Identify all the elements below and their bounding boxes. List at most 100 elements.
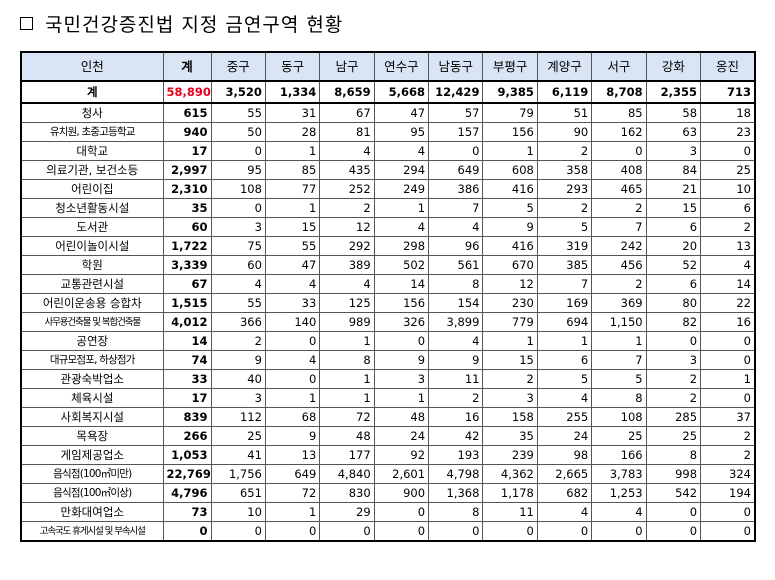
table-cell: 326 [373, 312, 430, 332]
table-cell: 25 [700, 160, 756, 180]
table-cell: 369 [591, 293, 647, 313]
table-cell: 4 [591, 502, 647, 522]
table-cell: 156 [482, 122, 538, 142]
table-cell: 1 [482, 141, 538, 161]
table-cell: 95 [210, 160, 266, 180]
table-cell: 4 [319, 141, 375, 161]
table-row: 공연장 14 2 0 1 0 4 1 1 1 0 0 [20, 331, 756, 351]
table-cell: 1 [319, 369, 375, 389]
table-cell: 319 [536, 236, 593, 256]
row-label: 의료기관, 보건소등 [20, 160, 164, 180]
table-cell: 108 [210, 179, 266, 199]
table-cell: 13 [264, 445, 321, 465]
table-cell: 0 [373, 521, 430, 542]
table-cell: 4,840 [319, 464, 375, 484]
table-cell: 285 [645, 407, 702, 427]
total-cell: 9,385 [482, 80, 538, 104]
table-cell: 35 [482, 426, 538, 446]
table-cell: 0 [700, 388, 756, 408]
table-cell: 74 [162, 350, 212, 370]
column-header: 강화 [645, 51, 702, 82]
table-cell: 17 [162, 388, 212, 408]
table-cell: 3 [210, 217, 266, 237]
table-cell: 1 [319, 388, 375, 408]
table-row: 어린이집 2,310 108 77 252 249 386 416 293 465 21 10 [20, 179, 756, 199]
table-cell: 90 [536, 122, 593, 142]
table-cell: 779 [482, 312, 538, 332]
table-cell: 42 [428, 426, 484, 446]
table-cell: 670 [482, 255, 538, 275]
table-cell: 15 [264, 217, 321, 237]
row-label: 대학교 [20, 141, 164, 161]
table-cell: 20 [645, 236, 702, 256]
row-label: 목욕장 [20, 426, 164, 446]
table-cell: 17 [162, 141, 212, 161]
table-cell: 60 [210, 255, 266, 275]
row-label: 청소년활동시설 [20, 198, 164, 218]
table-cell: 3 [645, 350, 702, 370]
table-cell: 3,783 [591, 464, 647, 484]
table-cell: 389 [319, 255, 375, 275]
table-cell: 5 [536, 369, 593, 389]
table-cell: 2 [700, 445, 756, 465]
table-cell: 4 [210, 274, 266, 294]
table-cell: 4 [264, 350, 321, 370]
table-cell: 85 [591, 102, 647, 123]
table-cell: 1 [536, 331, 593, 351]
table-cell: 1 [264, 141, 321, 161]
table-cell: 15 [645, 198, 702, 218]
table-cell: 0 [645, 331, 702, 351]
total-cell: 3,520 [210, 80, 266, 104]
table-cell: 2 [700, 217, 756, 237]
table-cell: 3,339 [162, 255, 212, 275]
table-cell: 21 [645, 179, 702, 199]
table-cell: 14 [162, 331, 212, 351]
table-cell: 140 [264, 312, 321, 332]
table-cell: 1 [319, 331, 375, 351]
table-cell: 456 [591, 255, 647, 275]
table-cell: 9 [210, 350, 266, 370]
table-row: 체육시설 17 3 1 1 1 2 3 4 8 2 0 [20, 388, 756, 408]
table-cell: 649 [264, 464, 321, 484]
table-row: 청소년활동시설 35 0 1 2 1 7 5 2 2 15 6 [20, 198, 756, 218]
table-cell: 28 [264, 122, 321, 142]
row-label: 학원 [20, 255, 164, 275]
table-cell: 9 [373, 350, 430, 370]
table-cell: 51 [536, 102, 593, 123]
row-label: 어린이집 [20, 179, 164, 199]
table-cell: 55 [210, 293, 266, 313]
table-cell: 4,362 [482, 464, 538, 484]
table-cell: 15 [482, 350, 538, 370]
table-cell: 84 [645, 160, 702, 180]
table-cell: 10 [210, 502, 266, 522]
table-cell: 2,997 [162, 160, 212, 180]
table-cell: 358 [536, 160, 593, 180]
table-cell: 3 [210, 388, 266, 408]
table-cell: 2,665 [536, 464, 593, 484]
column-header: 인천 [20, 51, 164, 82]
table-cell: 649 [428, 160, 484, 180]
table-cell: 4,796 [162, 483, 212, 503]
table-cell: 7 [591, 217, 647, 237]
table-cell: 92 [373, 445, 430, 465]
table-cell: 7 [428, 198, 484, 218]
table-cell: 242 [591, 236, 647, 256]
table-cell: 8 [428, 502, 484, 522]
table-cell: 2 [536, 198, 593, 218]
total-cell: 1,334 [264, 80, 321, 104]
row-label: 교통관련시설 [20, 274, 164, 294]
column-header: 부평구 [482, 51, 538, 82]
table-cell: 230 [482, 293, 538, 313]
table-cell: 292 [319, 236, 375, 256]
table-cell: 55 [264, 236, 321, 256]
table-cell: 2 [591, 274, 647, 294]
table-cell: 1 [591, 331, 647, 351]
table-cell: 1 [373, 198, 430, 218]
table-row: 만화대여업소 73 10 1 29 0 8 11 4 4 0 0 [20, 502, 756, 522]
table-row: 목욕장 266 25 9 48 24 42 35 24 25 25 2 [20, 426, 756, 446]
table-cell: 35 [162, 198, 212, 218]
table-cell: 4 [264, 274, 321, 294]
table-cell: 1 [264, 502, 321, 522]
table-cell: 29 [319, 502, 375, 522]
table-cell: 193 [428, 445, 484, 465]
